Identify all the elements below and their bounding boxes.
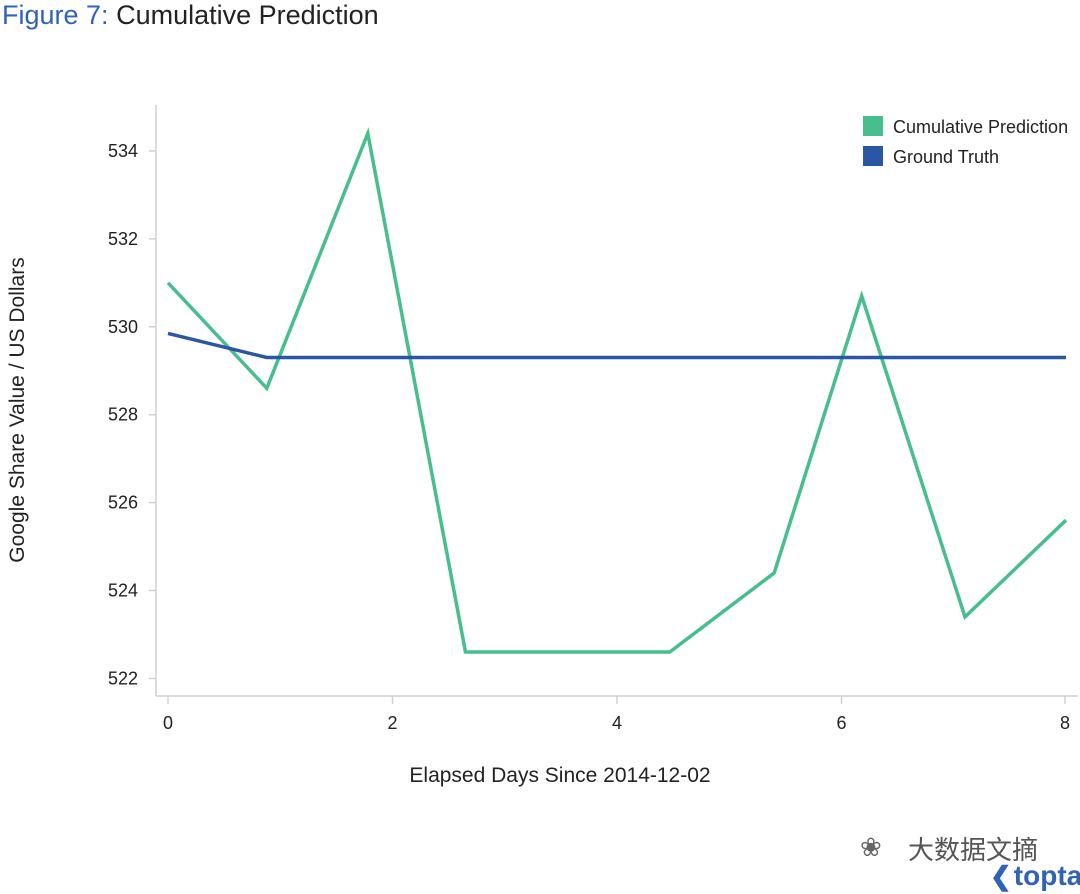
y-tick-label: 526 (108, 493, 138, 513)
series-line-cumulative-prediction (166, 127, 1068, 654)
legend-swatch (863, 146, 883, 166)
x-tick-label: 2 (387, 713, 397, 733)
y-tick-label: 530 (108, 317, 138, 337)
x-axis-label: Elapsed Days Since 2014-12-02 (409, 764, 711, 787)
legend-swatch (863, 116, 883, 136)
x-tick-label: 0 (163, 713, 173, 733)
x-tick-label: 8 (1060, 713, 1070, 733)
figure-title-text: Cumulative Prediction (116, 0, 379, 30)
y-tick-label: 524 (108, 581, 138, 601)
x-tick-label: 6 (836, 713, 846, 733)
y-tick-label: 534 (108, 141, 138, 161)
legend-label: Cumulative Prediction (893, 117, 1068, 137)
x-tick-label: 4 (612, 713, 622, 733)
y-tick-label: 532 (108, 229, 138, 249)
y-tick-label: 522 (108, 668, 138, 688)
figure-title: Figure 7: Cumulative Prediction (2, 0, 379, 31)
axes: 522 524 526 528 530 532 534 0 2 4 6 8 (108, 105, 1078, 733)
wechat-icon: ❀ (860, 832, 882, 862)
series-line-ground-truth (167, 331, 1066, 360)
figure-label: Figure 7: (2, 0, 109, 30)
toptal-mark-icon: ❮ (990, 861, 1012, 891)
legend-label: Ground Truth (893, 147, 999, 167)
legend: Cumulative Prediction Ground Truth (863, 116, 1068, 167)
watermark-text: 大数据文摘 (908, 835, 1039, 865)
toptal-brand: toptal (1013, 860, 1080, 891)
y-tick-label: 528 (108, 405, 138, 425)
toptal-logo: ❮toptal (990, 860, 1080, 892)
series-lines (166, 127, 1068, 654)
